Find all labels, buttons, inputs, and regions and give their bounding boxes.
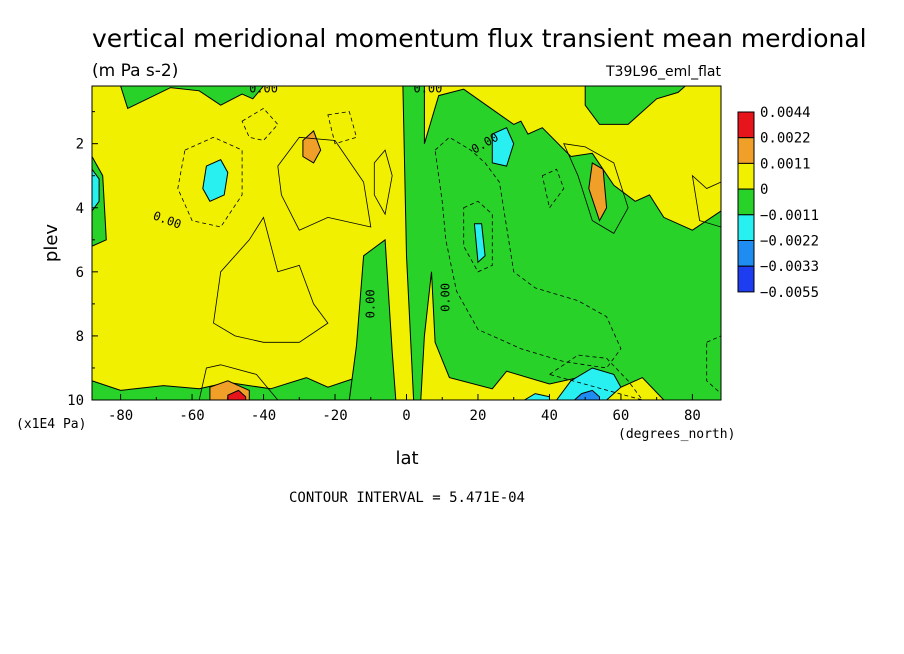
region-neg2-15 [555, 367, 622, 400]
contour-solid-3 [198, 364, 279, 400]
region-neg2-12 [92, 168, 100, 212]
legend-label-2: 0.0011 [760, 156, 811, 172]
contour-solid-1 [213, 216, 329, 343]
legend-swatch-1 [737, 137, 755, 164]
filled-regions [92, 86, 721, 400]
contour-label-4: 0.00 [363, 289, 377, 318]
color-legend: 0.0044 0.0022 0.0011 0 −0.0011 −0.0022 −0.0033… [737, 105, 819, 301]
contour-lines [177, 107, 721, 400]
contour-solid-5 [691, 174, 721, 228]
region-neg3-17 [573, 389, 600, 400]
y-axis-units: (x1E4 Pa) [16, 417, 86, 432]
y-tick-label-3: 8 [76, 329, 84, 345]
y-tick-label-1: 4 [76, 201, 84, 217]
legend-label-7: −0.0055 [760, 285, 819, 301]
y-axis: 2 4 6 8 10 [67, 111, 98, 409]
x-tick-label-3: -20 [322, 408, 347, 424]
legend-swatch-2 [737, 162, 755, 190]
x-axis: -80 -60 -40 -20 0 20 40 60 80 [108, 394, 701, 424]
region-neg1-5 [584, 86, 687, 125]
contour-dashed-6 [177, 136, 243, 228]
legend-swatch-3 [737, 188, 755, 216]
y-tick-label-0: 2 [76, 137, 84, 153]
region-neg2-14 [473, 223, 486, 264]
contour-dashed-9 [434, 136, 622, 369]
x-tick-label-1: -60 [179, 408, 204, 424]
contour-interval-note: CONTOUR INTERVAL = 5.471E-04 [289, 490, 525, 506]
y-axis-label: plev [41, 224, 62, 263]
legend-label-3: 0 [760, 182, 768, 198]
x-tick-label-7: 60 [613, 408, 630, 424]
legend-swatch-5 [737, 240, 755, 267]
contour-label-1: 0.00 [413, 82, 442, 96]
legend-label-1: 0.0022 [760, 131, 811, 147]
y-tick-label-2: 6 [76, 265, 84, 281]
contour-dashed-7 [241, 107, 279, 141]
contour-label-5: 0.00 [438, 283, 452, 312]
x-tick-label-8: 80 [684, 408, 701, 424]
contour-label-0: 0.00 [249, 82, 278, 96]
x-tick-label-5: 20 [470, 408, 487, 424]
contour-dashed-13 [706, 335, 721, 395]
contour-dashed-8 [327, 111, 357, 145]
legend-swatch-0 [737, 111, 755, 139]
region-neg2-13 [491, 127, 515, 167]
chart-units: (m Pa s-2) [92, 61, 178, 81]
x-tick-label-0: -80 [108, 408, 133, 424]
plot-area: 0.00 0.000.000.000.00 0.00 [92, 82, 721, 400]
contour-solid-2 [373, 149, 393, 216]
x-tick-label-4: 0 [402, 408, 410, 424]
dataset-name: T39L96_eml_flat [605, 64, 722, 80]
x-tick-label-2: -40 [251, 408, 276, 424]
legend-swatch-4 [737, 214, 755, 242]
legend-label-5: −0.0022 [760, 234, 819, 250]
region-neg1-4 [92, 86, 265, 110]
contour-solid-0 [277, 136, 372, 231]
legend-label-0: 0.0044 [760, 105, 811, 121]
contour-dashed-11 [541, 168, 565, 209]
x-axis-units: (degrees_north) [618, 427, 735, 442]
contour-dashed-12 [548, 354, 643, 400]
x-axis-label: lat [395, 448, 418, 469]
region-pos2-8 [588, 162, 608, 222]
legend-swatch-6 [737, 265, 755, 293]
region-neg2-11 [202, 159, 229, 202]
contour-solid-4 [563, 143, 629, 234]
region-neg1-2 [348, 238, 397, 400]
y-tick-label-4: 10 [67, 393, 84, 409]
legend-label-6: −0.0033 [760, 259, 819, 275]
x-tick-label-6: 40 [541, 408, 558, 424]
chart-title: vertical meridional momentum flux transi… [92, 24, 867, 53]
contour-dashed-10 [463, 200, 493, 273]
region-neg1-3 [402, 86, 721, 400]
legend-label-4: −0.0011 [760, 208, 819, 224]
